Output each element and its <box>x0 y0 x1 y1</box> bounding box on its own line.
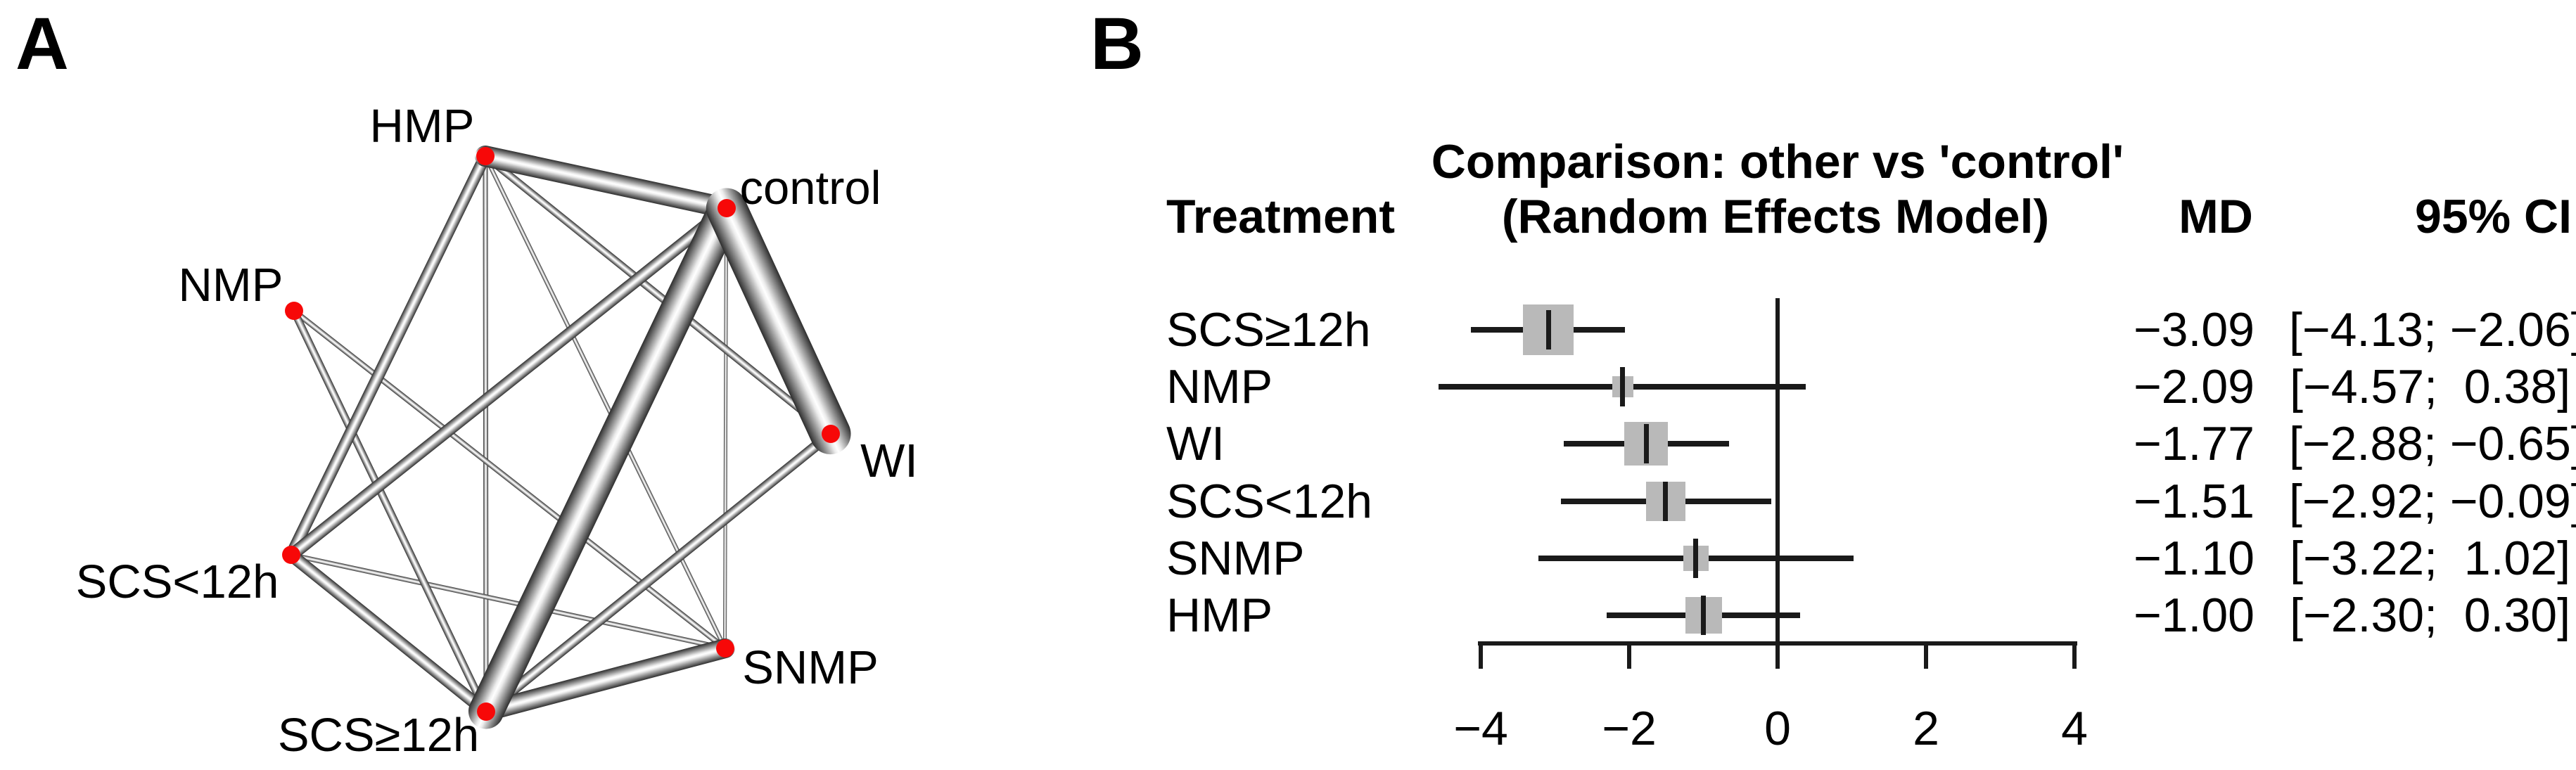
panel-a-letter: A <box>15 3 69 85</box>
treatment-label-SNMP: SNMP <box>1166 532 1305 585</box>
network-node-SCS>=12h <box>477 702 495 721</box>
x-axis-tick--2 <box>1627 641 1631 669</box>
ci-value-NMP: [−4.57; 0.38] <box>2290 360 2570 413</box>
network-node-NMP <box>285 302 303 320</box>
network-node-label-SCS<12h: SCS<12h <box>75 556 279 608</box>
x-axis-tick-label-0: 0 <box>1764 702 1791 755</box>
point-estimate-SCS≥12h <box>1545 310 1551 349</box>
network-node-label-SCS>=12h: SCS≥12h <box>277 709 480 762</box>
point-estimate-WI <box>1643 424 1649 463</box>
ci-value-SCS<12h: [−2.92; −0.09] <box>2289 475 2576 528</box>
x-axis-tick-4 <box>2072 641 2077 669</box>
x-axis-tick-label-2: 2 <box>1913 702 1939 755</box>
ci-value-SNMP: [−3.22; 1.02] <box>2290 532 2570 585</box>
md-value-SCS≥12h: −3.09 <box>2133 303 2255 357</box>
ci-value-SCS≥12h: [−4.13; −2.06] <box>2289 303 2576 357</box>
point-estimate-NMP <box>1620 367 1625 406</box>
treatment-label-NMP: NMP <box>1166 360 1273 413</box>
network-node-label-SNMP: SNMP <box>742 641 879 694</box>
network-plot: HMP control NMP WI SCS<12h SNMP SCS≥12h <box>0 0 1097 770</box>
x-axis-tick-label-4: 4 <box>2061 702 2088 755</box>
ci-value-WI: [−2.88; −0.65] <box>2289 417 2576 470</box>
treatment-label-WI: WI <box>1166 417 1225 470</box>
network-node-label-control: control <box>739 162 881 214</box>
x-axis-tick-label--4: −4 <box>1453 702 1508 755</box>
zero-reference-line <box>1775 298 1780 669</box>
x-axis-tick--4 <box>1479 641 1483 669</box>
network-node-SNMP <box>716 639 734 657</box>
column-header-md: MD <box>2179 190 2253 243</box>
network-node-HMP <box>476 147 495 165</box>
treatment-label-HMP: HMP <box>1166 589 1273 642</box>
md-value-WI: −1.77 <box>2133 417 2255 470</box>
md-value-SNMP: −1.10 <box>2133 532 2255 585</box>
network-node-control <box>718 199 736 217</box>
network-node-WI <box>822 425 840 443</box>
ci-value-HMP: [−2.30; 0.30] <box>2290 589 2570 642</box>
x-axis-tick-label--2: −2 <box>1602 702 1657 755</box>
x-axis-tick-2 <box>1924 641 1928 669</box>
x-axis-tick-0 <box>1775 641 1780 669</box>
forest-title-line2: (Random Effects Model) <box>1501 190 2050 243</box>
treatment-label-SCS≥12h: SCS≥12h <box>1166 303 1371 357</box>
md-value-SCS<12h: −1.51 <box>2133 475 2255 528</box>
column-header-treatment: Treatment <box>1166 190 1395 243</box>
panel-b-letter: B <box>1090 3 1144 85</box>
md-value-HMP: −1.00 <box>2133 589 2255 642</box>
point-estimate-SCS<12h <box>1663 482 1669 521</box>
column-header-ci: 95% CI <box>2415 190 2572 243</box>
network-node-SCS<12h <box>282 546 300 564</box>
network-node-label-WI: WI <box>860 435 918 487</box>
md-value-NMP: −2.09 <box>2133 360 2255 413</box>
forest-title-line1: Comparison: other vs 'control' <box>1431 135 2124 188</box>
treatment-label-SCS<12h: SCS<12h <box>1166 475 1372 528</box>
network-node-label-NMP: NMP <box>178 259 283 312</box>
point-estimate-HMP <box>1701 596 1706 635</box>
network-node-label-HMP: HMP <box>369 100 475 153</box>
point-estimate-SNMP <box>1693 539 1699 578</box>
